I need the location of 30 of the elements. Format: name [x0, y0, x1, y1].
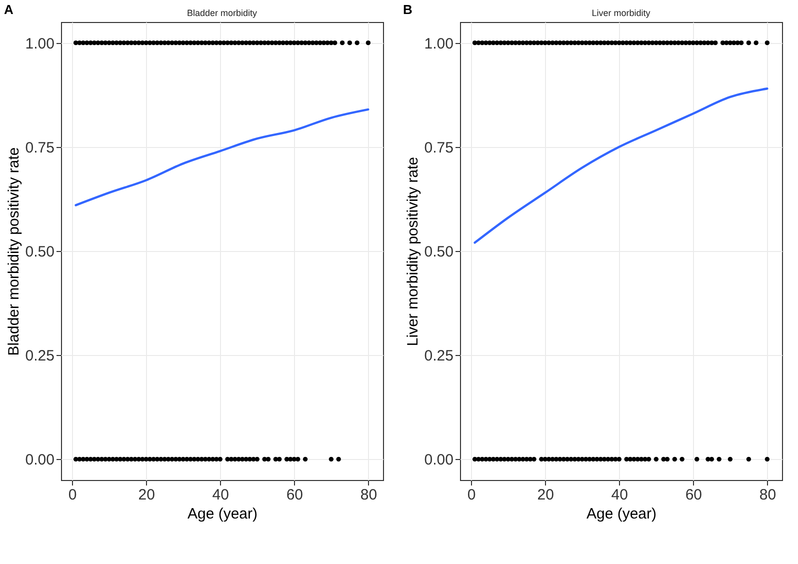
y-tick-label: 1.00	[424, 35, 454, 52]
x-tick-label: 80	[360, 486, 378, 504]
x-axis-title: Age (year)	[586, 506, 657, 522]
y-tick-label: 0.25	[424, 348, 454, 365]
y-tick-label: 0.00	[424, 452, 454, 469]
y-axis-title: Bladder morbidity positivity rate	[5, 147, 22, 356]
x-tick-label: 80	[759, 486, 776, 504]
x-tick-label: 0	[467, 486, 476, 504]
x-tick-label: 60	[286, 486, 304, 504]
x-tick-label: 0	[68, 486, 77, 504]
y-tick-label: 0.50	[25, 244, 54, 260]
x-tick-label: 20	[537, 486, 554, 504]
x-axis-title: Age (year)	[187, 506, 258, 522]
y-axis-title: Liver morbidity positivity rate	[404, 156, 422, 346]
y-tick-label: 0.00	[25, 452, 54, 469]
x-tick-label: 20	[138, 486, 155, 504]
x-tick-label: 60	[685, 486, 702, 504]
y-tick-label: 0.75	[25, 139, 54, 156]
y-tick-label: 0.25	[25, 348, 54, 365]
line-series	[474, 88, 768, 244]
y-tick-label: 0.50	[424, 244, 454, 260]
x-tick-label: 40	[611, 486, 628, 504]
y-tick-label: 1.00	[25, 35, 54, 52]
x-tick-label: 40	[212, 486, 229, 504]
chart-title: Liver morbidity	[592, 8, 651, 18]
text: A	[4, 2, 14, 17]
y-tick-label: 0.75	[424, 139, 454, 156]
line-series	[74, 108, 370, 206]
chart-title: Bladder morbidity	[186, 8, 258, 18]
text: B	[403, 2, 412, 17]
